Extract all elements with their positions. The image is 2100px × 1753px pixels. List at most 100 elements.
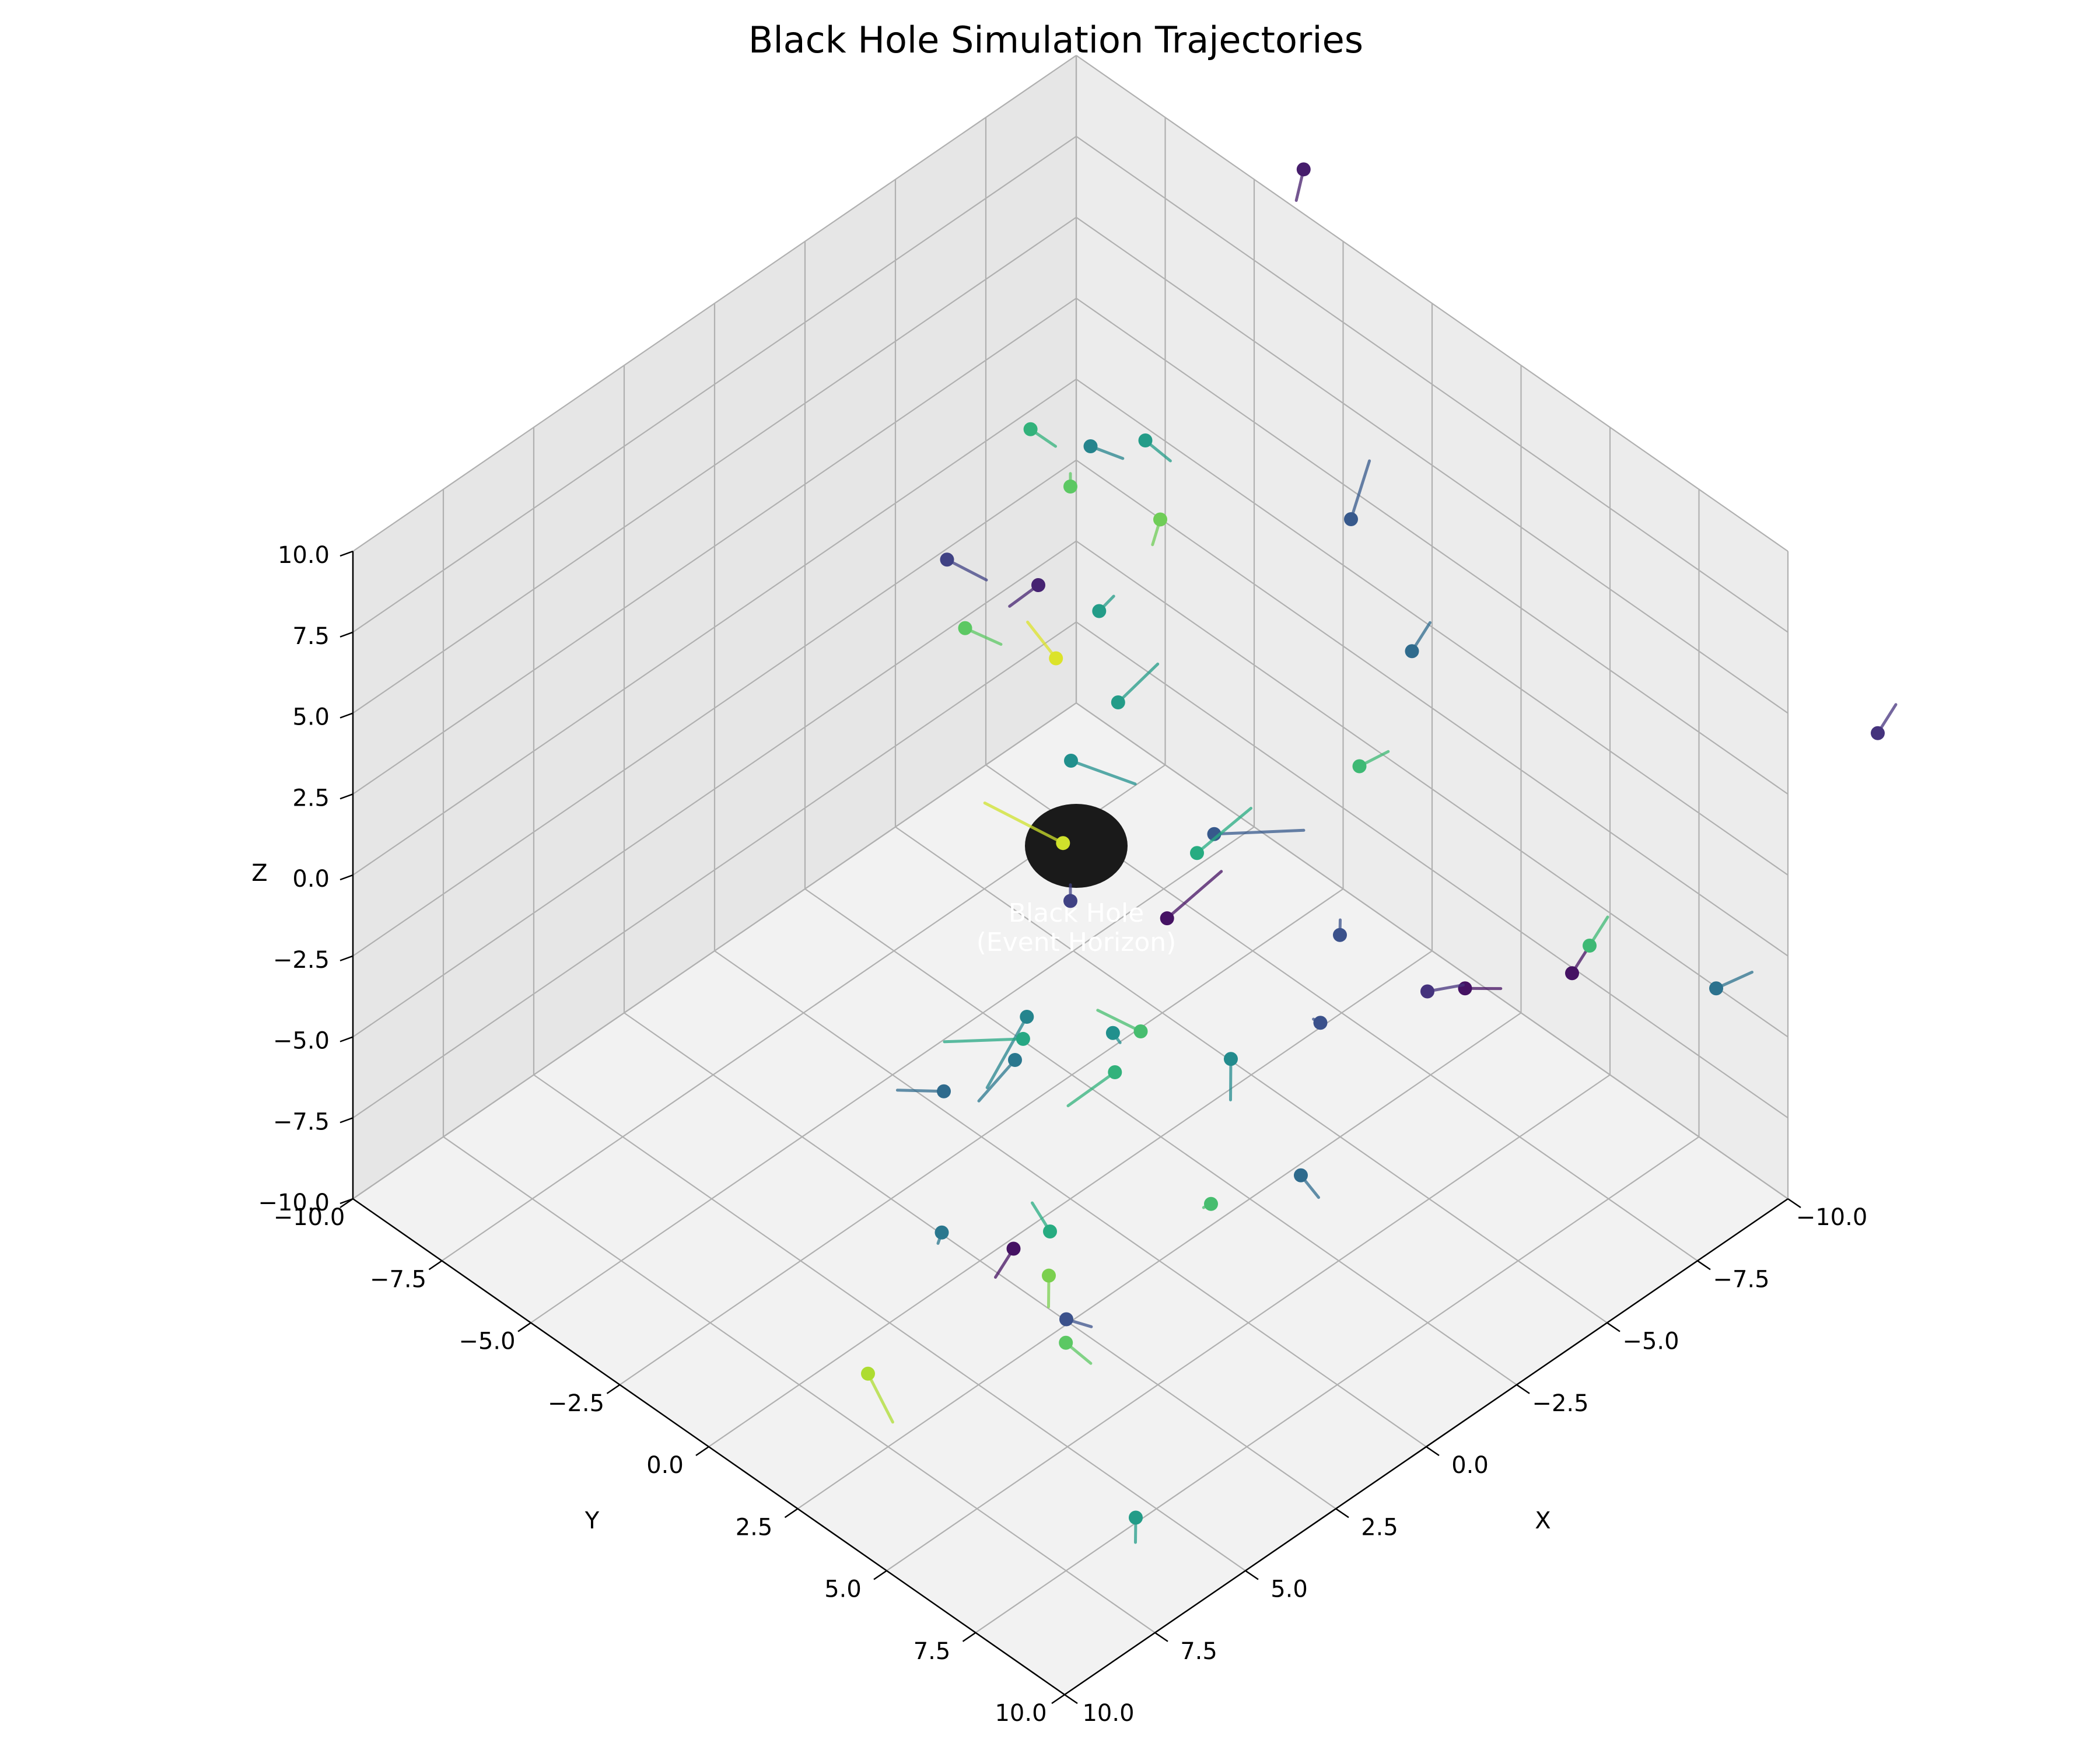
y-tick-mark — [785, 1509, 798, 1517]
y-axis-label: Y — [584, 1507, 600, 1534]
trajectory-point — [1108, 1065, 1122, 1079]
x-tick-label: −2.5 — [1532, 1390, 1588, 1417]
z-tick-label: 7.5 — [292, 623, 330, 650]
x-tick-label: 2.5 — [1361, 1514, 1398, 1541]
y-tick-label: −2.5 — [548, 1390, 604, 1417]
trajectory-point — [937, 1084, 951, 1098]
z-tick-label: 10.0 — [278, 542, 330, 569]
z-tick-label: 0.0 — [292, 866, 330, 893]
trajectory-point — [1405, 644, 1419, 658]
y-tick-mark — [874, 1571, 887, 1580]
y-tick-mark — [518, 1323, 531, 1332]
trajectory-point — [940, 552, 954, 566]
trajectory-point — [1063, 894, 1077, 908]
x-tick-mark — [1517, 1385, 1530, 1394]
trajectory-point — [1297, 162, 1311, 176]
trajectory-point — [1106, 1026, 1120, 1040]
trajectory-point — [1043, 1224, 1057, 1238]
x-tick-label: 10.0 — [1082, 1700, 1134, 1727]
z-tick-label: 5.0 — [292, 704, 330, 731]
y-tick-mark — [1052, 1695, 1065, 1703]
x-tick-mark — [1155, 1633, 1168, 1642]
trajectory-point — [1139, 433, 1153, 447]
trajectory-point — [1294, 1168, 1308, 1182]
x-tick-mark — [1698, 1261, 1710, 1269]
trajectory-point — [1314, 1016, 1328, 1030]
black-hole-body — [1025, 804, 1128, 888]
trajectory-point — [1583, 939, 1597, 953]
trajectory-point — [1092, 604, 1106, 618]
x-axis-label: X — [1535, 1507, 1550, 1534]
trajectory-point — [1565, 966, 1579, 980]
x-tick-mark — [1426, 1447, 1439, 1455]
y-tick-mark — [963, 1633, 976, 1642]
trajectory-point — [1871, 726, 1885, 740]
trajectory-point — [1063, 480, 1077, 494]
chart-title: Black Hole Simulation Trajectories — [748, 19, 1363, 61]
y-tick-label: 2.5 — [736, 1514, 773, 1541]
z-tick-label: −2.5 — [273, 947, 330, 974]
x-tick-label: 0.0 — [1451, 1452, 1489, 1479]
y-tick-mark — [696, 1447, 709, 1455]
y-tick-label: 0.0 — [646, 1452, 684, 1479]
trajectory-point — [1049, 652, 1063, 666]
y-tick-label: 7.5 — [914, 1638, 951, 1665]
y-tick-label: −5.0 — [459, 1328, 515, 1355]
trajectory-point — [1042, 1269, 1056, 1283]
x-tick-mark — [1245, 1571, 1258, 1580]
trajectory-point — [1458, 981, 1472, 995]
x-tick-mark — [1336, 1509, 1349, 1517]
x-tick-label: −7.5 — [1713, 1266, 1769, 1293]
trajectory-point — [1008, 1053, 1022, 1067]
z-tick-label: 2.5 — [292, 785, 330, 811]
trajectory-point — [861, 1367, 875, 1381]
trajectory-point — [1344, 512, 1358, 526]
trajectory-point — [1016, 1032, 1030, 1046]
z-tick-mark — [340, 956, 353, 961]
trajectory-point — [1153, 512, 1167, 526]
trajectory-point — [1056, 836, 1070, 850]
trajectory-point — [1333, 928, 1347, 942]
trajectory-point — [1353, 760, 1367, 774]
trajectory-point — [1031, 578, 1045, 592]
x-tick-label: −5.0 — [1622, 1328, 1679, 1355]
trajectory-point — [1709, 981, 1723, 995]
trajectory-point — [1007, 1242, 1021, 1256]
y-tick-mark — [429, 1261, 442, 1269]
z-tick-mark — [340, 632, 353, 637]
trajectory-point — [1129, 1511, 1143, 1525]
trajectory-point — [935, 1226, 949, 1240]
trajectory-point — [1190, 846, 1204, 860]
trajectory-point — [958, 621, 972, 635]
x-tick-mark — [1607, 1323, 1620, 1332]
x-tick-label: 5.0 — [1270, 1576, 1308, 1603]
z-tick-mark — [340, 794, 353, 799]
trajectory-point — [1160, 911, 1174, 925]
z-tick-mark — [340, 551, 353, 556]
y-tick-label: 10.0 — [995, 1700, 1046, 1727]
z-tick-label: −10.0 — [258, 1189, 330, 1216]
trajectory-point — [1420, 985, 1434, 999]
trajectory-point — [1204, 1197, 1218, 1211]
x-tick-mark — [1065, 1695, 1077, 1703]
trajectory-point — [1059, 1336, 1073, 1350]
y-tick-mark — [607, 1385, 620, 1394]
trajectory-point — [1064, 754, 1078, 768]
z-tick-mark — [340, 875, 353, 880]
trajectory-point — [1024, 422, 1038, 436]
black-hole-label-line2: (Event Horizon) — [977, 928, 1177, 957]
trajectory-point — [1059, 1313, 1073, 1327]
y-tick-label: 5.0 — [824, 1576, 862, 1603]
z-tick-mark — [340, 713, 353, 718]
z-tick-mark — [340, 1118, 353, 1122]
z-tick-label: −7.5 — [273, 1108, 330, 1135]
trajectory-point — [1084, 439, 1098, 453]
z-tick-mark — [340, 1037, 353, 1042]
trajectory-point — [1020, 1010, 1034, 1024]
trajectory-point — [1134, 1024, 1148, 1038]
trajectory-point — [1224, 1052, 1238, 1066]
z-axis-label: Z — [251, 860, 267, 887]
y-tick-label: −7.5 — [370, 1266, 426, 1293]
